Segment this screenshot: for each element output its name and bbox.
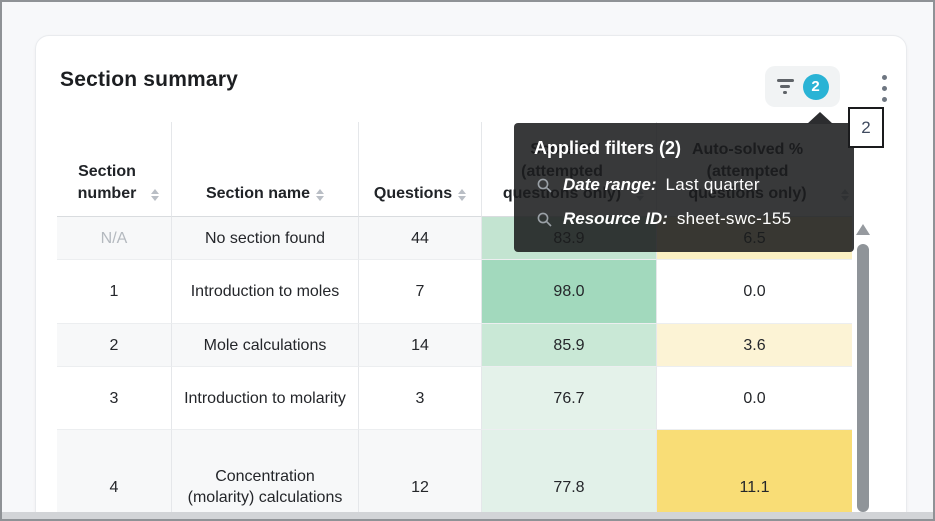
cell-questions: 12 <box>359 430 482 519</box>
cell-questions: 3 <box>359 367 482 430</box>
kebab-dot <box>881 74 887 80</box>
cell-section-name: Introduction to moles <box>172 260 359 324</box>
cell-auto-solved: 0.0 <box>657 367 852 430</box>
search-icon <box>537 178 552 193</box>
more-options-button[interactable] <box>876 70 892 106</box>
cell-section-name: No section found <box>172 217 359 260</box>
cell-section-name: Introduction to molarity <box>172 367 359 430</box>
filter-item-date-range: Date range: Last quarter <box>534 168 834 202</box>
filter-label: Date range: <box>563 175 657 194</box>
cell-section-number: 4 <box>57 430 172 519</box>
cell-section-number: 1 <box>57 260 172 324</box>
page-title: Section summary <box>60 68 239 91</box>
filter-icon <box>776 79 794 94</box>
filter-value: sheet-swc-155 <box>676 209 792 228</box>
cell-score: 77.8 <box>482 430 657 519</box>
cell-auto-solved: 11.1 <box>657 430 852 519</box>
tooltip-title: Applied filters (2) <box>534 138 682 158</box>
filter-value: Last quarter <box>665 175 760 194</box>
cell-section-number: 2 <box>57 324 172 367</box>
filter-count-badge: 2 <box>802 73 829 100</box>
kebab-dot <box>881 85 887 91</box>
scrollbar-thumb[interactable] <box>857 244 869 512</box>
cell-score: 76.7 <box>482 367 657 430</box>
filter-button[interactable]: 2 <box>765 66 840 107</box>
cell-section-name: Concentration (molarity) calculations <box>172 430 359 519</box>
table-scrollbar <box>855 224 871 512</box>
horizontal-scrollbar[interactable] <box>2 512 933 519</box>
filter-item-resource-id: Resource ID: sheet-swc-155 <box>534 202 834 236</box>
sort-icon <box>458 189 467 201</box>
cell-score: 85.9 <box>482 324 657 367</box>
sort-icon <box>151 189 159 201</box>
search-icon <box>537 212 552 227</box>
kebab-dot <box>881 96 887 102</box>
tooltip-caret <box>807 112 833 124</box>
badge-count-tooltip: 2 <box>848 107 884 148</box>
cell-auto-solved: 3.6 <box>657 324 852 367</box>
cell-questions: 14 <box>359 324 482 367</box>
cell-questions: 7 <box>359 260 482 324</box>
filter-label: Resource ID: <box>563 209 668 228</box>
cell-section-number: N/A <box>57 217 172 260</box>
cell-questions: 44 <box>359 217 482 260</box>
scroll-up-arrow[interactable] <box>856 224 870 235</box>
col-header-questions[interactable]: Questions <box>359 122 482 217</box>
sort-icon <box>316 189 325 201</box>
col-header-section-name[interactable]: Section name <box>172 122 359 217</box>
cell-auto-solved: 0.0 <box>657 260 852 324</box>
cell-section-name: Mole calculations <box>172 324 359 367</box>
col-header-section-number[interactable]: Section number <box>57 122 172 217</box>
cell-section-number: 3 <box>57 367 172 430</box>
applied-filters-tooltip: Applied filters (2) Date range: Last qua… <box>514 112 854 252</box>
cell-score: 98.0 <box>482 260 657 324</box>
